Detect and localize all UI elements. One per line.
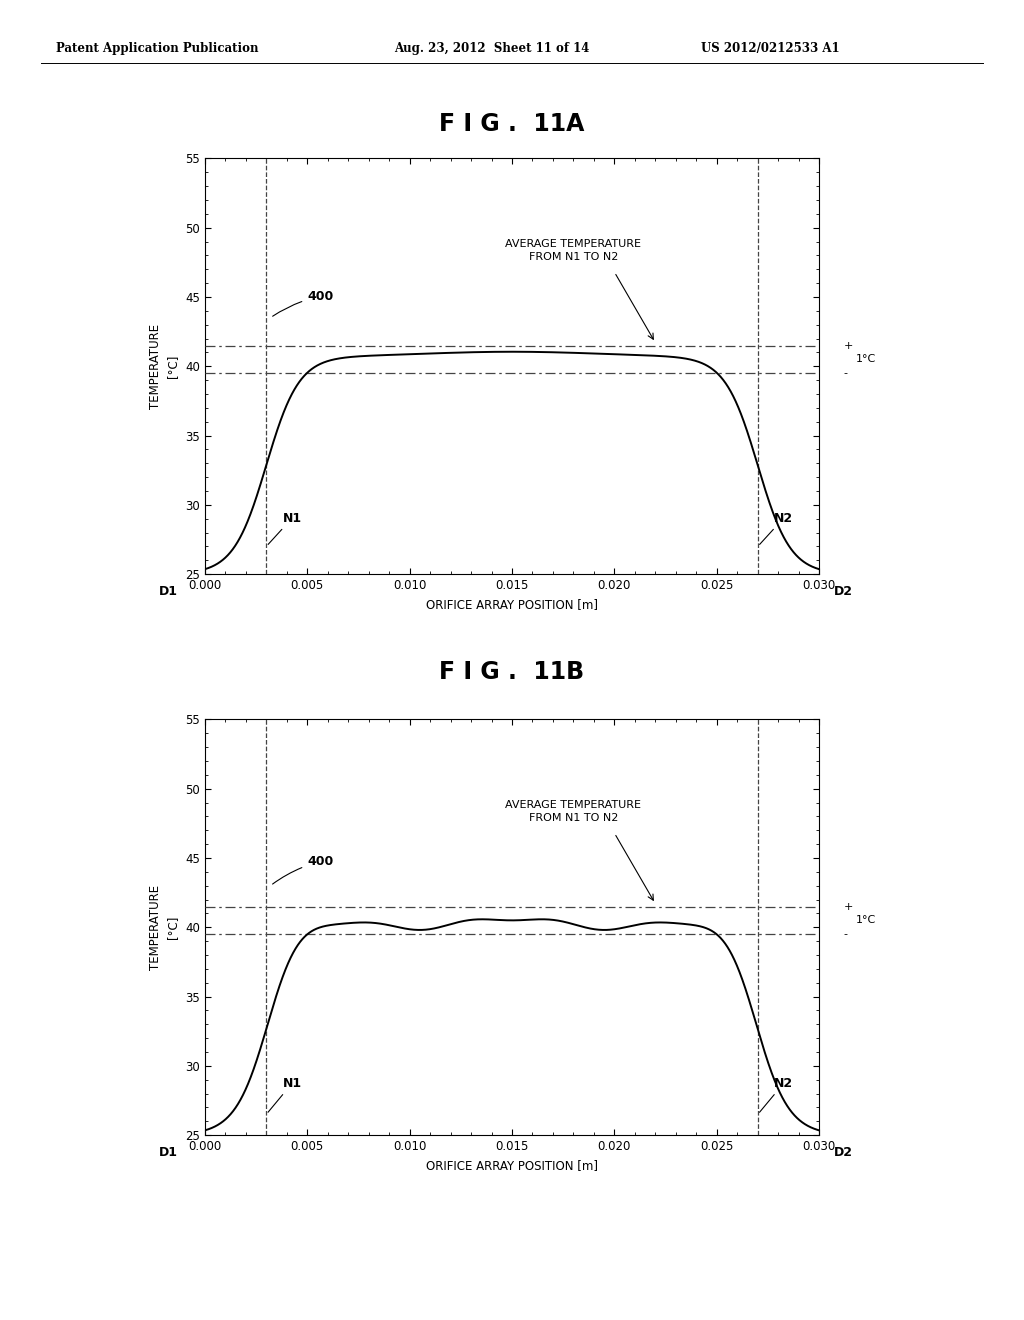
Text: +: + xyxy=(844,902,853,912)
Y-axis label: TEMPERATURE
[°C]: TEMPERATURE [°C] xyxy=(148,884,179,970)
Text: AVERAGE TEMPERATURE
FROM N1 TO N2: AVERAGE TEMPERATURE FROM N1 TO N2 xyxy=(506,800,641,824)
Text: F I G .  11A: F I G . 11A xyxy=(439,112,585,136)
Text: +: + xyxy=(844,341,853,351)
Text: -: - xyxy=(844,929,848,940)
Text: Aug. 23, 2012  Sheet 11 of 14: Aug. 23, 2012 Sheet 11 of 14 xyxy=(394,42,590,55)
Text: D1: D1 xyxy=(159,585,177,598)
Text: 400: 400 xyxy=(272,855,334,884)
Text: N1: N1 xyxy=(268,1077,302,1113)
X-axis label: ORIFICE ARRAY POSITION [m]: ORIFICE ARRAY POSITION [m] xyxy=(426,598,598,611)
Text: D2: D2 xyxy=(835,585,853,598)
Text: -: - xyxy=(844,368,848,379)
Text: 400: 400 xyxy=(272,290,334,317)
Text: D1: D1 xyxy=(159,1146,177,1159)
Text: N2: N2 xyxy=(760,512,794,544)
Text: N2: N2 xyxy=(760,1077,794,1113)
Text: F I G .  11B: F I G . 11B xyxy=(439,660,585,684)
X-axis label: ORIFICE ARRAY POSITION [m]: ORIFICE ARRAY POSITION [m] xyxy=(426,1159,598,1172)
Text: AVERAGE TEMPERATURE
FROM N1 TO N2: AVERAGE TEMPERATURE FROM N1 TO N2 xyxy=(506,239,641,263)
Text: 1°C: 1°C xyxy=(856,354,877,364)
Text: US 2012/0212533 A1: US 2012/0212533 A1 xyxy=(701,42,840,55)
Text: Patent Application Publication: Patent Application Publication xyxy=(56,42,259,55)
Text: 1°C: 1°C xyxy=(856,915,877,925)
Text: D2: D2 xyxy=(835,1146,853,1159)
Text: N1: N1 xyxy=(268,512,302,544)
Y-axis label: TEMPERATURE
[°C]: TEMPERATURE [°C] xyxy=(148,323,179,409)
